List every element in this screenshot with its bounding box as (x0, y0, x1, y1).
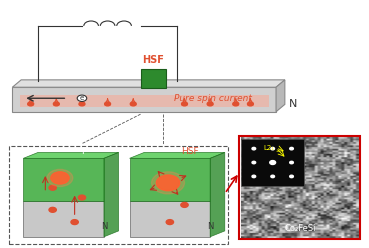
Circle shape (290, 161, 293, 164)
Circle shape (252, 147, 256, 150)
Polygon shape (210, 153, 225, 237)
Circle shape (79, 102, 85, 106)
FancyBboxPatch shape (23, 201, 104, 237)
Text: N: N (289, 99, 297, 109)
Circle shape (271, 147, 275, 150)
Text: e: e (80, 95, 84, 101)
FancyBboxPatch shape (130, 201, 210, 237)
Text: N: N (207, 222, 214, 231)
Polygon shape (23, 153, 118, 158)
Circle shape (49, 207, 56, 212)
Circle shape (252, 161, 256, 164)
FancyBboxPatch shape (13, 87, 276, 112)
FancyBboxPatch shape (130, 158, 210, 201)
Text: HSF: HSF (142, 55, 164, 65)
Polygon shape (276, 80, 285, 112)
Text: L2₁: L2₁ (263, 145, 274, 151)
Circle shape (182, 102, 187, 106)
Polygon shape (130, 153, 225, 158)
FancyBboxPatch shape (141, 69, 166, 89)
Circle shape (28, 102, 34, 106)
Circle shape (47, 169, 73, 186)
FancyBboxPatch shape (23, 158, 104, 201)
FancyBboxPatch shape (20, 94, 269, 107)
FancyBboxPatch shape (241, 139, 304, 186)
Text: Co₂FeSi: Co₂FeSi (284, 224, 315, 233)
Circle shape (207, 102, 213, 106)
Text: HSF: HSF (181, 147, 199, 156)
Circle shape (77, 95, 87, 101)
Text: N: N (101, 222, 107, 231)
Circle shape (233, 102, 239, 106)
Circle shape (152, 172, 184, 194)
Polygon shape (13, 80, 285, 87)
Circle shape (130, 102, 136, 106)
Circle shape (252, 175, 256, 178)
Circle shape (290, 147, 293, 150)
Circle shape (290, 175, 293, 178)
Circle shape (78, 195, 86, 200)
Circle shape (270, 160, 276, 164)
Polygon shape (104, 153, 118, 237)
Circle shape (49, 185, 56, 190)
Circle shape (105, 102, 111, 106)
Circle shape (51, 172, 69, 184)
Circle shape (71, 220, 78, 224)
Text: Pure spin current: Pure spin current (173, 94, 251, 103)
Circle shape (54, 102, 59, 106)
Circle shape (166, 220, 173, 224)
Circle shape (156, 175, 180, 191)
Circle shape (248, 102, 254, 106)
Circle shape (181, 202, 188, 207)
Circle shape (271, 175, 275, 178)
Text: F: F (81, 147, 86, 156)
